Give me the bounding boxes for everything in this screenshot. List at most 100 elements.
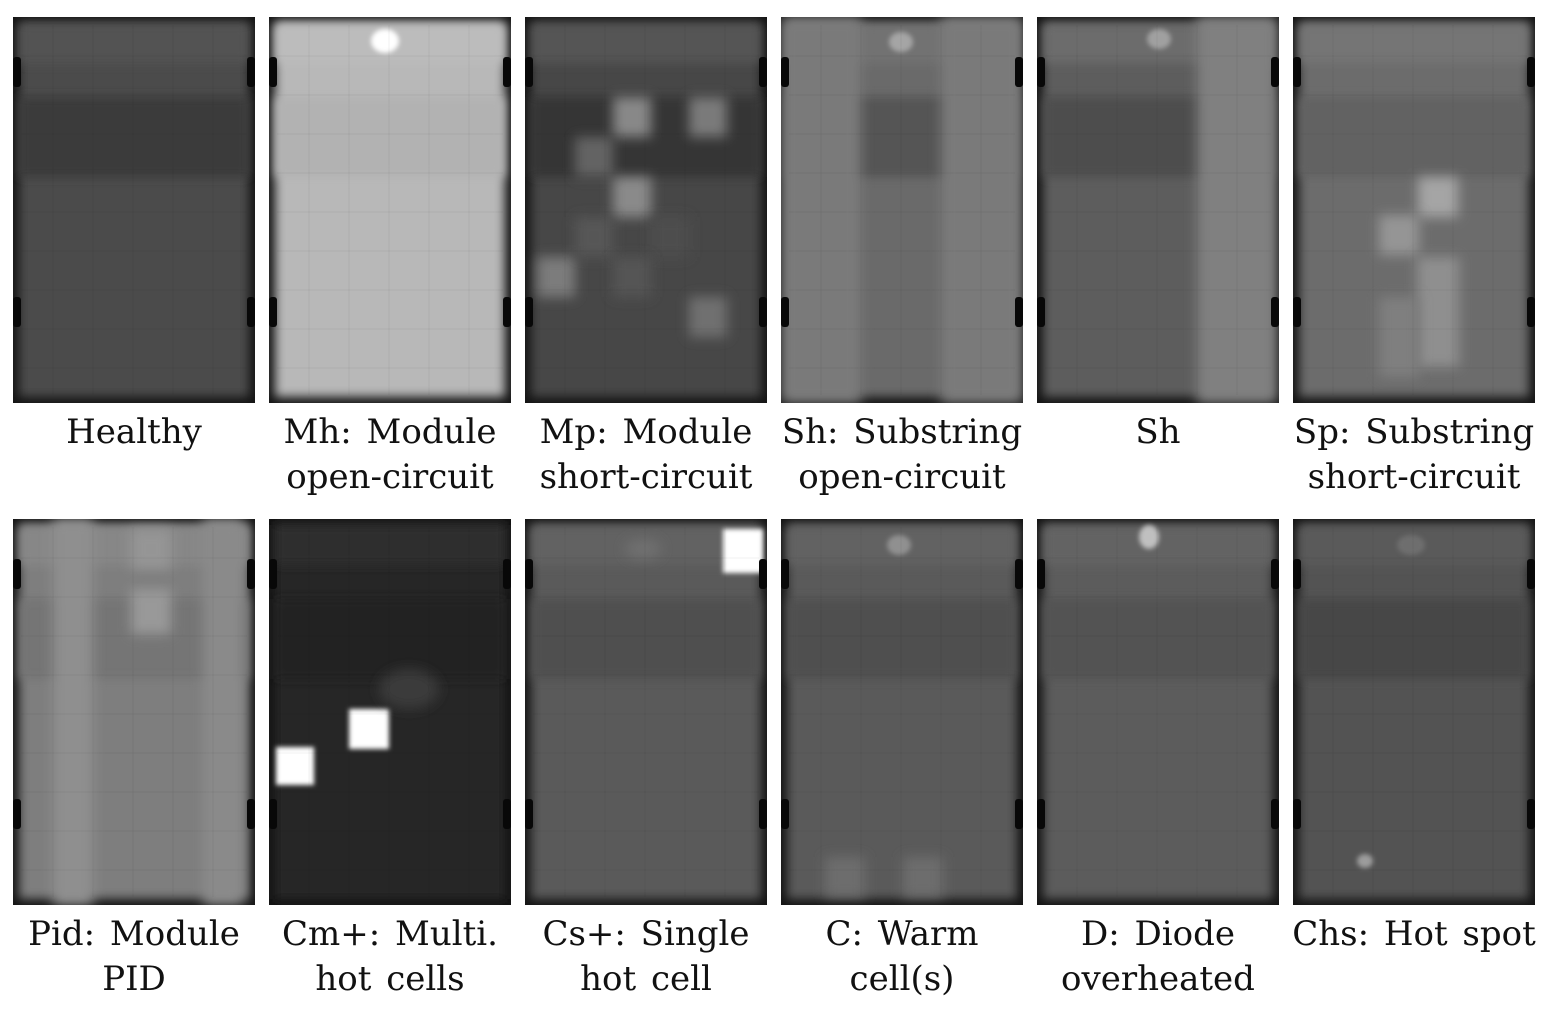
thermal-image-substring-short-circuit: [1293, 17, 1535, 403]
hot-spot: [371, 29, 399, 53]
caption-diode-overheated: D: Diode overheated: [1030, 912, 1286, 1002]
caption-substring-short-circuit: Sp: Substring short-circuit: [1286, 410, 1542, 500]
warm-cell: [613, 177, 651, 217]
frame-clamp: [781, 57, 789, 87]
module-body: [531, 525, 761, 899]
thermal-image-module-pid: [13, 519, 255, 905]
warm-cell: [613, 257, 651, 297]
module-body: [275, 23, 505, 397]
hot-spot: [887, 535, 911, 555]
warm-cell: [537, 257, 575, 297]
module-dark-band: [1043, 599, 1273, 679]
warm-region: [625, 539, 661, 559]
caption-line: Healthy: [66, 412, 202, 452]
frame-clamp: [1527, 559, 1535, 589]
caption-line: Mh: Module: [283, 412, 497, 452]
module-body: [19, 23, 249, 397]
frame-clamp: [503, 297, 511, 327]
hot-cell: [349, 709, 389, 749]
warm-cell: [689, 97, 727, 137]
pid-cell: [131, 589, 171, 634]
caption-single-hot-cell: Cs+: Single hot cell: [518, 912, 774, 1002]
thermal-image-warm-cells: [781, 519, 1023, 905]
caption-line: short-circuit: [539, 457, 753, 497]
caption-line: hot cell: [580, 959, 712, 999]
frame-clamp: [1015, 559, 1023, 589]
frame-clamp: [1271, 297, 1279, 327]
caption-hot-spot: Chs: Hot spot: [1286, 912, 1542, 957]
caption-line: open-circuit: [798, 457, 1006, 497]
frame-clamp: [247, 57, 255, 87]
frame-clamp: [269, 559, 277, 589]
thermal-image-module-short-circuit: [525, 17, 767, 403]
caption-line: open-circuit: [286, 457, 494, 497]
module-body: [787, 525, 1017, 899]
caption-line: Mp: Module: [539, 412, 753, 452]
frame-clamp: [269, 297, 277, 327]
module-body: [275, 525, 505, 899]
frame-clamp: [503, 799, 511, 829]
module-top-band: [531, 23, 761, 63]
warm-cell: [689, 297, 727, 337]
warm-substring: [941, 17, 1023, 403]
module-top-band: [19, 23, 249, 63]
warm-substring: [781, 17, 861, 403]
frame-clamp: [781, 559, 789, 589]
caption-multi-hot-cells: Cm+: Multi. hot cells: [262, 912, 518, 1002]
warm-region: [1397, 535, 1425, 555]
frame-clamp: [269, 57, 277, 87]
warm-cell: [1379, 297, 1419, 377]
frame-clamp: [503, 57, 511, 87]
frame-clamp: [1271, 799, 1279, 829]
frame-clamp: [759, 799, 767, 829]
frame-clamp: [247, 559, 255, 589]
frame-clamp: [759, 297, 767, 327]
module-body: [1299, 525, 1529, 899]
module-dark-band: [1299, 97, 1529, 177]
caption-line: PID: [102, 959, 166, 999]
frame-clamp: [1527, 297, 1535, 327]
frame-clamp: [781, 799, 789, 829]
caption-line: Pid: Module: [28, 914, 240, 954]
hot-cell: [723, 529, 763, 573]
warm-cell: [825, 857, 865, 897]
frame-clamp: [13, 297, 21, 327]
caption-substring-open-circuit-2: Sh: [1030, 410, 1286, 455]
frame-clamp: [13, 57, 21, 87]
frame-clamp: [1293, 57, 1301, 87]
frame-clamp: [759, 559, 767, 589]
caption-line: Sh: [1135, 412, 1181, 452]
frame-clamp: [269, 799, 277, 829]
thermal-image-diode-overheated: [1037, 519, 1279, 905]
caption-line: short-circuit: [1307, 457, 1521, 497]
module-dark-band: [275, 599, 505, 679]
module-dark-band: [19, 97, 249, 177]
frame-clamp: [1271, 57, 1279, 87]
frame-clamp: [503, 559, 511, 589]
frame-clamp: [525, 297, 533, 327]
warm-cell: [613, 97, 651, 137]
module-dark-band: [1299, 599, 1529, 679]
pid-cell: [131, 529, 171, 569]
caption-line: Cm+: Multi.: [282, 914, 498, 954]
thermal-image-multi-hot-cells: [269, 519, 511, 905]
frame-clamp: [1527, 57, 1535, 87]
caption-healthy: Healthy: [6, 410, 262, 455]
module-dark-band: [787, 599, 1017, 679]
frame-clamp: [1527, 799, 1535, 829]
warm-region: [379, 669, 439, 709]
caption-line: hot cells: [315, 959, 465, 999]
frame-clamp: [1293, 559, 1301, 589]
diode-spot: [1139, 525, 1159, 549]
warm-cell: [903, 857, 943, 897]
thermal-image-substring-open-circuit-2: [1037, 17, 1279, 403]
thermal-image-hot-spot: [1293, 519, 1535, 905]
frame-clamp: [1015, 799, 1023, 829]
warm-cell: [575, 137, 613, 177]
frame-clamp: [247, 799, 255, 829]
caption-line: Chs: Hot spot: [1292, 914, 1536, 954]
warm-cell: [651, 217, 689, 257]
frame-clamp: [13, 799, 21, 829]
hot-spot: [1357, 854, 1373, 868]
